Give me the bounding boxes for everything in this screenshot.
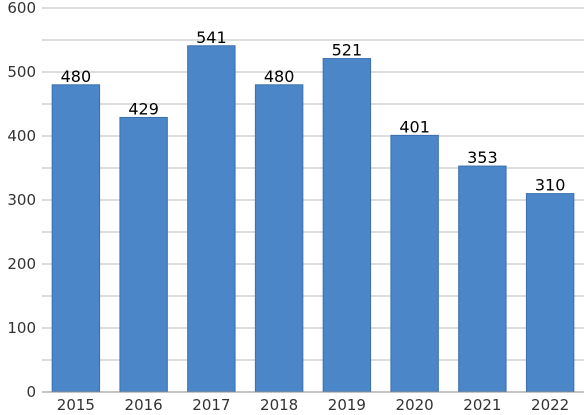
x-tick-label: 2022 (531, 396, 569, 414)
x-tick-label: 2015 (57, 396, 95, 414)
bar (119, 116, 168, 393)
bar (254, 84, 304, 393)
data-label: 480 (61, 67, 92, 86)
bar (525, 193, 575, 393)
bar (458, 165, 507, 393)
data-label: 353 (467, 148, 498, 167)
y-tick-label: 300 (7, 191, 36, 209)
x-axis-tick-labels: 2015 2016 2017 2018 2019 2020 2021 2022 (57, 396, 569, 414)
data-label: 521 (332, 41, 363, 60)
data-label: 480 (264, 67, 295, 86)
x-tick-label: 2020 (396, 396, 434, 414)
data-label: 541 (196, 28, 227, 47)
x-tick-label: 2016 (125, 396, 163, 414)
bars (51, 45, 575, 393)
data-label: 401 (399, 117, 430, 136)
bar (390, 134, 439, 393)
y-tick-label: 0 (26, 383, 36, 401)
y-tick-label: 100 (7, 319, 36, 337)
x-tick-label: 2019 (328, 396, 366, 414)
data-labels: 480 429 541 480 521 401 353 310 (61, 28, 566, 195)
y-tick-label: 200 (7, 255, 36, 273)
data-label: 429 (128, 99, 159, 118)
x-tick-label: 2017 (192, 396, 230, 414)
x-tick-label: 2021 (463, 396, 501, 414)
bar (187, 45, 236, 393)
y-tick-label: 500 (7, 63, 36, 81)
bar (51, 84, 101, 393)
bar (322, 58, 372, 393)
y-axis-tick-labels: 0 100 200 300 400 500 600 (7, 0, 36, 401)
y-tick-label: 600 (7, 0, 36, 17)
y-tick-label: 400 (7, 127, 36, 145)
data-label: 310 (535, 176, 566, 195)
x-tick-label: 2018 (260, 396, 298, 414)
